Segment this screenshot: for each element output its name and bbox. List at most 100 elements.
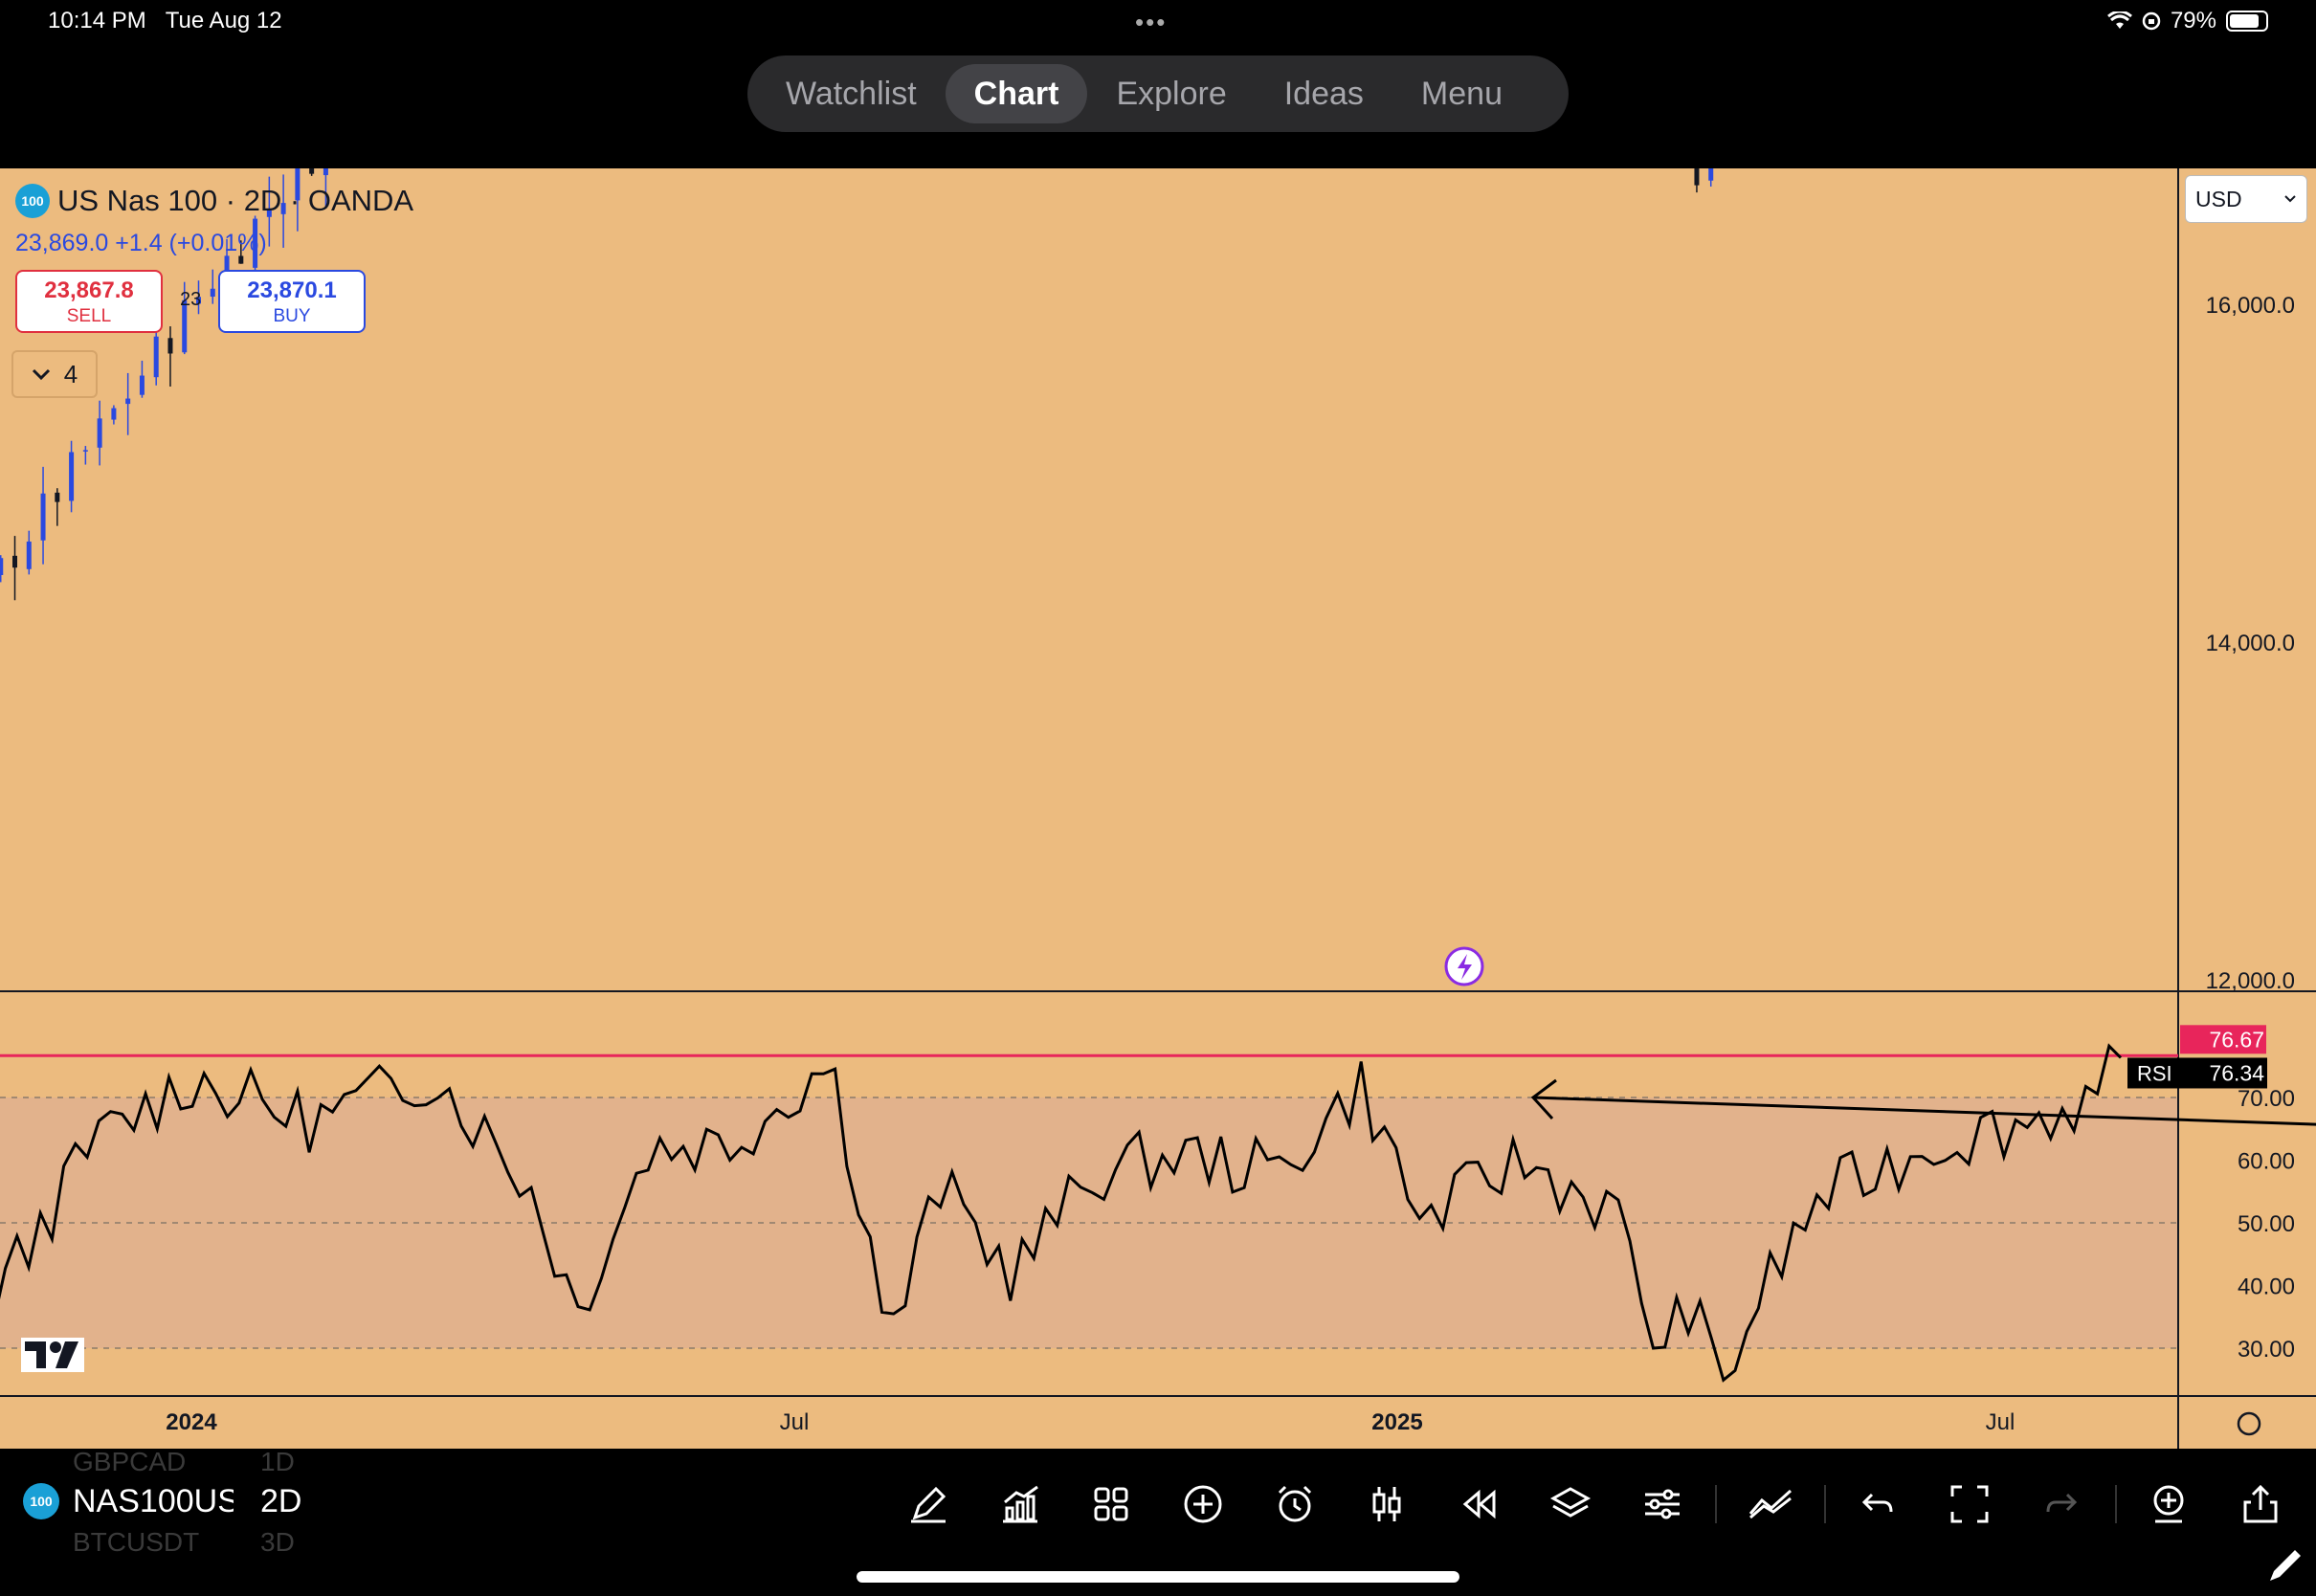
replay-icon[interactable] (1452, 1477, 1505, 1531)
chart-area[interactable]: 12,000.014,000.016,000.018,000.020,000.0… (0, 168, 2316, 1449)
alarm-icon[interactable] (1268, 1477, 1322, 1531)
chevron-down-icon (2284, 195, 2296, 203)
tradingview-logo (21, 1338, 84, 1372)
price-axis-tick: 12,000.0 (2206, 968, 2295, 994)
buy-price: 23,870.1 (247, 277, 337, 303)
rsi-tag-name: RSI (2137, 1061, 2172, 1085)
candle-body (323, 168, 328, 176)
candle-body (210, 288, 215, 298)
rsi-ma-tag: 76.67 (2209, 1027, 2264, 1052)
multitasking-dots-icon[interactable]: ••• (1135, 8, 1168, 36)
candle-body (1708, 168, 1714, 181)
chevron-down-icon (32, 368, 50, 381)
candle-body (153, 336, 159, 378)
candle-body (196, 297, 202, 304)
candle-body (125, 398, 131, 405)
home-indicator[interactable] (857, 1571, 1459, 1583)
indicators-count: 4 (63, 359, 78, 388)
lightning-icon (1458, 954, 1472, 980)
ghost-prev-symbol: GBPCAD (73, 1447, 187, 1476)
candle-body (26, 542, 32, 569)
rsi-ma-tag-box (2180, 1025, 2266, 1054)
tab-watchlist[interactable]: Watchlist (786, 75, 917, 112)
currency-select[interactable]: USD (2185, 175, 2307, 223)
toolbar-divider (1824, 1485, 1826, 1523)
candle-body (139, 375, 145, 395)
add-watchlist-icon[interactable] (2142, 1477, 2195, 1531)
battery-icon (2226, 11, 2268, 32)
sell-price: 23,867.8 (44, 277, 134, 303)
symbol-logo: 100 (15, 184, 50, 218)
drawing-tools-icon[interactable] (902, 1477, 955, 1531)
battery-percent: 79% (2170, 8, 2216, 33)
tab-explore[interactable]: Explore (1116, 75, 1227, 112)
pencil-icon[interactable] (2259, 1539, 2312, 1592)
candle-body (167, 338, 173, 354)
time-axis-tick: 2025 (1371, 1409, 1422, 1435)
buy-label: BUY (273, 306, 311, 326)
tab-menu[interactable]: Menu (1420, 75, 1503, 112)
annotation-arrow-head (1530, 1078, 1557, 1120)
candle-body (280, 203, 286, 214)
indicators-toggle[interactable]: 4 (11, 350, 98, 398)
status-date: Tue Aug 12 (165, 8, 282, 33)
spread-value: 23 (180, 289, 202, 310)
indicators-icon[interactable] (993, 1477, 1047, 1531)
candle-body (12, 555, 18, 568)
ghost-next-symbol: BTCUSDT (73, 1527, 200, 1557)
currency-value: USD (2195, 186, 2242, 211)
redo-icon[interactable] (2035, 1477, 2088, 1531)
candle-body (40, 493, 46, 541)
fullscreen-icon[interactable] (1943, 1477, 1996, 1531)
symbol-logo: 100 (23, 1483, 59, 1519)
status-indicators: 79% (2106, 8, 2268, 34)
rsi-axis-tick: 60.00 (2238, 1149, 2295, 1175)
axis-settings-icon[interactable] (2237, 1411, 2261, 1436)
price-axis-tick: 14,000.0 (2206, 631, 2295, 656)
toolbar-divider (2115, 1485, 2117, 1523)
candle-body (266, 209, 272, 217)
symbol-selector[interactable]: NAS100USD (73, 1483, 234, 1519)
undo-icon[interactable] (1851, 1477, 1904, 1531)
chart-canvas[interactable]: 12,000.014,000.016,000.018,000.020,000.0… (0, 168, 2316, 1449)
ghost-next-interval: 3D (260, 1527, 295, 1557)
rsi-axis-tick: 30.00 (2238, 1337, 2295, 1363)
candle-body (97, 418, 102, 448)
status-time: 10:14 PM Tue Aug 12 (48, 8, 282, 33)
symbol-header[interactable]: 100 US Nas 100 · 2D · OANDA (15, 184, 413, 218)
compare-icon[interactable] (1744, 1477, 1797, 1531)
time-axis-tick: Jul (780, 1409, 810, 1435)
layers-icon[interactable] (1544, 1477, 1597, 1531)
bottom-toolbar: GBPCAD 1D 100 NAS100USD 2D BTCUSDT 3D (0, 1447, 2316, 1596)
ghost-prev-interval: 1D (260, 1447, 295, 1476)
time-axis-tick: Jul (1986, 1409, 2015, 1435)
candle-body (0, 558, 4, 575)
symbol-price-change: 23,869.0 +1.4 (+0.01%) (15, 230, 267, 256)
candle-body (69, 452, 75, 501)
rsi-axis-tick: 50.00 (2238, 1211, 2295, 1237)
candle-body (111, 408, 117, 420)
rsi-axis-tick: 40.00 (2238, 1275, 2295, 1300)
rsi-tag-box (2127, 1057, 2267, 1089)
rsi-tag-value: 76.34 (2209, 1060, 2264, 1085)
candle-body (253, 218, 258, 268)
sell-label: SELL (66, 306, 112, 326)
share-icon[interactable] (2234, 1477, 2287, 1531)
candle-body (55, 492, 60, 502)
rsi-axis-tick: 70.00 (2238, 1086, 2295, 1112)
sell-button[interactable]: 23,867.8 SELL (15, 270, 163, 333)
add-icon[interactable] (1176, 1477, 1230, 1531)
interval-selector[interactable]: 2D (260, 1483, 302, 1519)
top-nav: Watchlist Chart Explore Ideas Menu (747, 55, 1569, 132)
symbol-title[interactable]: US Nas 100 · 2D · OANDA (57, 184, 414, 217)
candle-body (1694, 168, 1700, 186)
layout-grid-icon[interactable] (1084, 1477, 1138, 1531)
candle-body (295, 168, 301, 201)
rsi-line (0, 1043, 2123, 1383)
lock-rotation-icon (2142, 11, 2161, 31)
tab-chart[interactable]: Chart (945, 64, 1088, 123)
tab-ideas[interactable]: Ideas (1283, 75, 1364, 112)
settings-sliders-icon[interactable] (1636, 1477, 1689, 1531)
buy-button[interactable]: 23,870.1 BUY (218, 270, 366, 333)
candle-type-icon[interactable] (1360, 1477, 1414, 1531)
